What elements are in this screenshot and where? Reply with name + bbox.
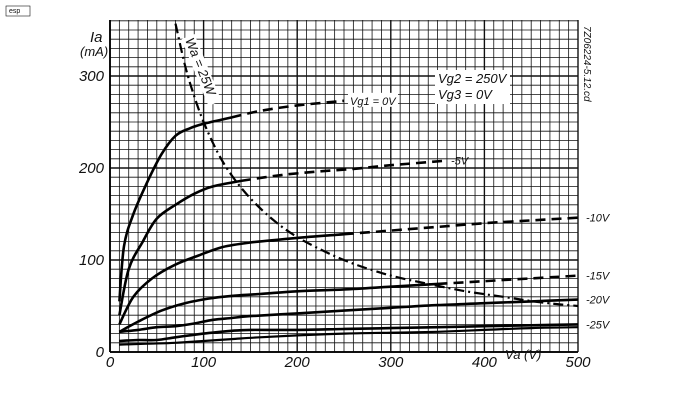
series-label-bg	[348, 92, 398, 107]
x-tick-label: 200	[284, 354, 311, 371]
curve-series-3	[118, 282, 438, 333]
y-tick-label: 0	[96, 344, 105, 361]
curve-series-4	[119, 298, 579, 334]
x-tick-label: 100	[191, 354, 217, 371]
x-tick-label: 500	[565, 354, 591, 371]
y-tick-labels: 0 100 200 300	[78, 68, 105, 361]
y-axis-label: Ia	[90, 29, 103, 46]
side-code: 7Z06224-5.12.cd	[581, 26, 592, 102]
condition-vg3: Vg3 = 0V	[438, 87, 493, 102]
curve-series-2	[118, 232, 345, 325]
y-tick-label: 200	[78, 160, 105, 177]
curve-series-2-dashed	[343, 216, 579, 236]
y-tick-label: 100	[79, 252, 105, 269]
grid	[109, 20, 579, 353]
power-hyperbola	[174, 23, 578, 308]
curve-series-5	[119, 323, 579, 343]
series-label: -5V	[451, 156, 470, 168]
series-label: -10V	[586, 213, 611, 225]
power-curve-label: Wa = 25W	[182, 36, 219, 100]
series-label: Vg1 = 0V	[350, 96, 397, 108]
condition-vg2: Vg2 = 250V	[438, 71, 508, 86]
curve-series-3-dashed	[437, 274, 579, 286]
x-tick-label: 400	[472, 354, 498, 371]
power-curve-label-bg	[181, 34, 222, 107]
x-tick-label: 0	[106, 354, 115, 371]
corner-mark: esp	[9, 8, 20, 15]
power-curve	[174, 23, 578, 308]
curve-lowest-0	[119, 326, 579, 346]
curve-series-1	[118, 179, 242, 316]
x-tick-labels: 0 100 200 300 400 500	[106, 354, 591, 371]
y-axis-unit: (mA)	[80, 44, 108, 59]
series-label: -20V	[586, 295, 611, 307]
conditions-box	[435, 70, 510, 104]
series-label: -15V	[586, 271, 611, 283]
x-axis-label: Va (V)	[505, 347, 541, 362]
curve-series-1-dashed	[240, 159, 448, 183]
y-tick-label: 300	[79, 68, 105, 85]
corner-mark-frame	[5, 5, 31, 17]
x-tick-label: 300	[378, 354, 404, 371]
series-label: -25V	[586, 319, 611, 331]
curve-series-0	[118, 116, 232, 302]
curves	[118, 99, 579, 346]
